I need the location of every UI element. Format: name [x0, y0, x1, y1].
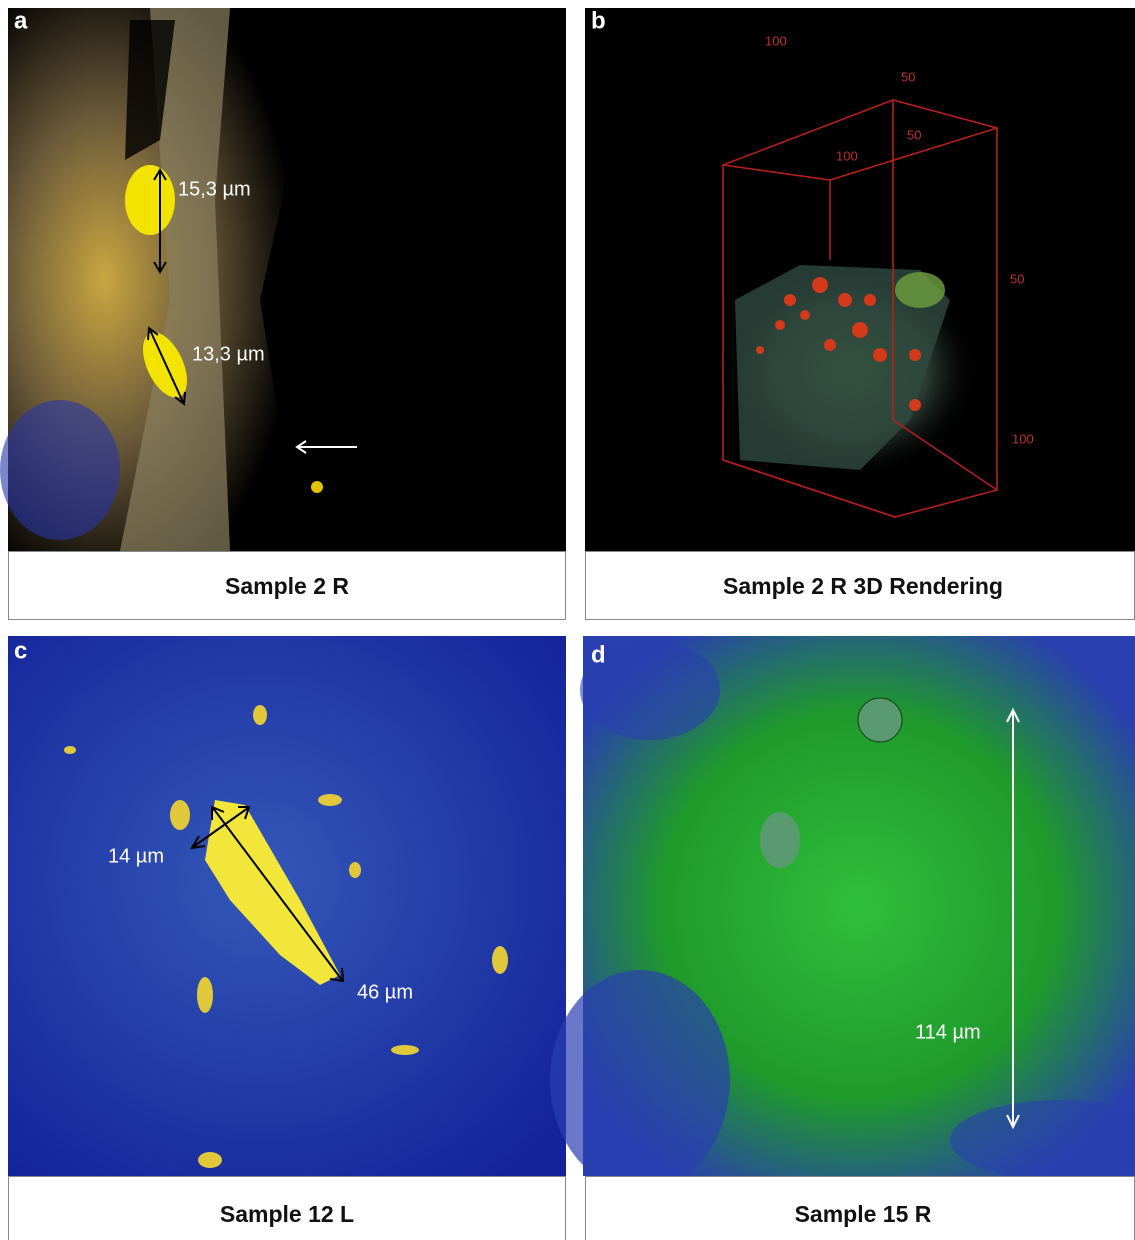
panel-a: a 15,3 µm 13,3 µm Sample 2 R: [0, 7, 566, 619]
region: [550, 970, 730, 1190]
measurement: 13,3 µm: [192, 343, 265, 365]
panel-label: d: [591, 641, 606, 668]
measurement: 14 µm: [108, 845, 164, 867]
cell: [858, 698, 902, 742]
page: a 15,3 µm 13,3 µm Sample 2 R b 100 50 50…: [0, 0, 1135, 1240]
axis-label: 100: [1012, 431, 1034, 446]
caption: Sample 15 R: [795, 1201, 932, 1227]
caption: Sample 2 R 3D Rendering: [723, 573, 1003, 599]
panel-label: c: [14, 637, 27, 664]
panel-c: c 14 µm 46 µm Sample 12 L: [8, 636, 566, 1240]
particle: [895, 272, 945, 308]
region: [0, 400, 120, 540]
particle: [311, 481, 323, 493]
figure: a 15,3 µm 13,3 µm Sample 2 R b 100 50 50…: [0, 0, 1135, 1240]
panel-label: a: [14, 7, 28, 34]
axis-label: 50: [1010, 271, 1024, 286]
caption: Sample 2 R: [225, 573, 349, 599]
axis-label: 100: [765, 33, 787, 48]
axis-label: 100: [836, 148, 858, 163]
panel-b: b 100 50 50 100 50 100 Sample 2 R 3D Ren…: [585, 7, 1135, 619]
axis-label: 50: [907, 127, 921, 142]
particle: [125, 165, 175, 235]
measurement: 46 µm: [357, 981, 413, 1003]
axis-label: 50: [901, 69, 915, 84]
cell: [760, 812, 800, 868]
caption: Sample 12 L: [220, 1201, 354, 1227]
panel-label: b: [591, 7, 606, 34]
measurement: 15,3 µm: [178, 178, 251, 200]
panel-d: d 114 µm Sample 15 R: [550, 636, 1135, 1240]
measurement: 114 µm: [915, 1021, 981, 1043]
